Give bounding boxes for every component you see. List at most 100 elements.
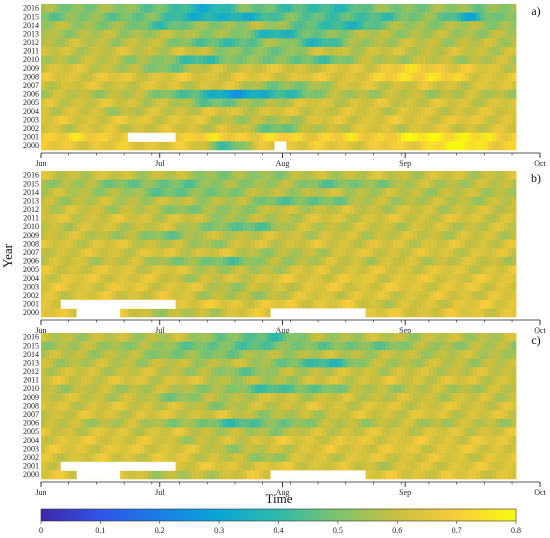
heatmap-cell: [500, 213, 505, 223]
heatmap-cell: [231, 72, 236, 82]
heatmap-cell: [215, 222, 220, 232]
heatmap-cell: [294, 213, 299, 223]
heatmap-cell: [393, 132, 398, 142]
heatmap-cell: [326, 81, 331, 91]
heatmap-cell: [278, 282, 283, 292]
heatmap-cell: [211, 132, 216, 142]
heatmap-cell: [302, 188, 307, 198]
heatmap-cell: [365, 308, 370, 318]
heatmap-cell: [274, 350, 279, 360]
heatmap-cell: [306, 341, 311, 351]
heatmap-cell: [132, 12, 137, 22]
heatmap-cell: [120, 115, 125, 125]
heatmap-cell: [100, 72, 105, 82]
heatmap-cell: [207, 291, 212, 301]
heatmap-cell: [104, 274, 109, 283]
heatmap-cell: [207, 205, 212, 215]
heatmap-cell: [369, 274, 374, 283]
heatmap-cell: [345, 4, 351, 13]
heatmap-cell: [512, 98, 517, 108]
heatmap-cell: [440, 38, 446, 48]
heatmap-cell: [104, 384, 109, 394]
heatmap-cell: [266, 350, 271, 360]
heatmap-cell: [365, 248, 370, 258]
heatmap-cell: [183, 308, 188, 318]
heatmap-cell: [436, 72, 442, 82]
heatmap-cell: [377, 38, 382, 48]
heatmap-cell: [298, 367, 303, 377]
heatmap-cell: [274, 89, 279, 99]
heatmap-cell: [112, 21, 117, 31]
heatmap-cell: [476, 55, 481, 65]
heatmap-cell: [266, 282, 271, 292]
heatmap-cell: [116, 248, 121, 258]
heatmap-cell: [167, 12, 173, 22]
heatmap-cell: [468, 205, 473, 215]
heatmap-cell: [278, 171, 283, 180]
heatmap-cell: [444, 179, 450, 189]
heatmap-cell: [211, 248, 216, 258]
heatmap-cell: [365, 196, 370, 206]
heatmap-cell: [326, 222, 331, 232]
heatmap-cell: [329, 188, 335, 198]
heatmap-cell: [242, 299, 248, 309]
heatmap-cell: [242, 375, 248, 385]
heatmap-cell: [124, 239, 129, 249]
heatmap-cell: [326, 341, 331, 351]
heatmap-cell: [464, 308, 469, 318]
heatmap-cell: [401, 358, 406, 368]
heatmap-cell: [52, 341, 58, 351]
heatmap-cell: [100, 239, 105, 249]
heatmap-cell: [56, 132, 62, 142]
heatmap-cell: [100, 98, 105, 108]
heatmap-cell: [246, 98, 252, 108]
heatmap-cell: [80, 46, 85, 56]
heatmap-cell: [353, 367, 359, 377]
heatmap-cell: [472, 248, 477, 258]
heatmap-cell: [365, 12, 370, 22]
heatmap-cell: [80, 196, 85, 206]
heatmap-cell: [472, 205, 477, 215]
heatmap-cell: [496, 64, 501, 74]
heatmap-cell: [175, 248, 180, 258]
heatmap-cell: [389, 308, 394, 318]
heatmap-cell: [227, 274, 232, 283]
heatmap-cell: [428, 248, 434, 258]
heatmap-cell: [44, 248, 50, 258]
heatmap-cell: [448, 308, 454, 318]
heatmap-cell: [88, 89, 93, 99]
heatmap-cell: [175, 205, 180, 215]
heatmap-cell: [80, 89, 85, 99]
heatmap-cell: [231, 256, 236, 266]
heatmap-cell: [258, 124, 264, 134]
heatmap-cell: [329, 239, 335, 249]
heatmap-cell: [48, 299, 54, 309]
heatmap-cell: [116, 29, 121, 39]
heatmap-cell: [500, 299, 505, 309]
heatmap-cell: [231, 29, 236, 39]
heatmap-cell: [56, 46, 62, 56]
heatmap-cell: [421, 132, 426, 142]
heatmap-cell: [116, 265, 121, 275]
heatmap-cell: [488, 21, 493, 31]
heatmap-cell: [333, 72, 339, 82]
heatmap-cell: [171, 107, 176, 116]
heatmap-cell: [274, 248, 279, 258]
heatmap-cell: [147, 256, 153, 266]
heatmap-cell: [84, 38, 89, 48]
heatmap-cell: [104, 46, 109, 56]
heatmap-cell: [452, 213, 458, 223]
heatmap-cell: [318, 72, 323, 82]
heatmap-cell: [151, 171, 157, 180]
heatmap-cell: [219, 132, 224, 142]
heatmap-cell: [76, 29, 81, 39]
heatmap-cell: [278, 367, 283, 377]
heatmap-cell: [500, 291, 505, 301]
heatmap-cell: [290, 98, 295, 108]
heatmap-cell: [282, 239, 287, 249]
heatmap-cell: [432, 299, 438, 309]
heatmap-row: [41, 55, 517, 65]
heatmap-cell: [155, 55, 161, 65]
heatmap-cell: [298, 64, 303, 74]
heatmap-cell: [326, 29, 331, 39]
